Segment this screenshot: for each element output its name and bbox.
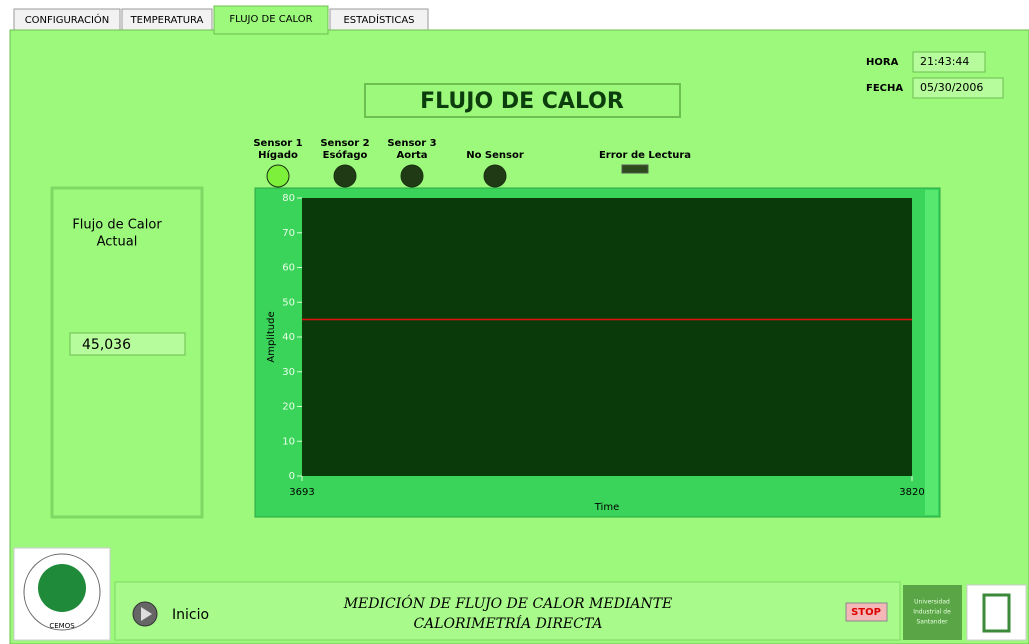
y-tick-label: 0 — [289, 471, 295, 482]
fecha: 05/30/2006 — [920, 81, 983, 94]
sensor-label: Sensor 3 — [387, 138, 436, 149]
y-tick-label: 80 — [282, 193, 295, 204]
sensor-led — [266, 164, 290, 188]
logo-text: CEMOS — [49, 622, 75, 630]
tab-label[interactable]: ESTADÍSTICAS — [343, 13, 414, 26]
hora-label: HORA — [866, 57, 899, 68]
hora: 21:43:44 — [920, 55, 969, 68]
tab[interactable] — [121, 8, 213, 34]
hora-box — [912, 51, 986, 73]
plot-area — [302, 198, 912, 476]
stop-label[interactable]: STOP — [851, 607, 881, 618]
title: FLUJO DE CALOR — [420, 89, 624, 114]
caption: MEDICIÓN DE FLUJO DE CALOR MEDIANTE — [343, 594, 673, 612]
tab-label[interactable]: FLUJO DE CALOR — [229, 14, 312, 25]
sensor-led — [483, 164, 507, 188]
sensor-label: Esófago — [323, 149, 368, 161]
error-led — [621, 164, 649, 174]
sensor-led — [333, 164, 357, 188]
x-axis-label: Time — [594, 502, 619, 513]
readout-label: Flujo de Calor — [72, 218, 162, 233]
uis-emblem-mark — [982, 593, 1011, 633]
sensor-label: Sensor 1 — [253, 138, 302, 149]
stop-button[interactable] — [845, 602, 888, 622]
tab-join — [215, 29, 327, 33]
uis-text: Santander — [916, 619, 948, 626]
title-box — [364, 83, 681, 118]
fecha-box — [912, 77, 1004, 99]
y-axis-label: Amplitude — [266, 311, 277, 362]
uis-text: Universidad — [914, 599, 950, 606]
y-tick-label: 60 — [282, 263, 295, 274]
readout-label: Actual — [97, 235, 138, 250]
tab[interactable] — [13, 8, 121, 34]
x-tick-label: 3693 — [289, 487, 314, 498]
sensor-label: Aorta — [396, 150, 427, 161]
tab-label[interactable]: TEMPERATURA — [130, 15, 204, 26]
logo-mark — [38, 564, 86, 612]
readout-box — [69, 332, 186, 356]
graph-edge — [925, 190, 938, 515]
y-tick-label: 70 — [282, 228, 295, 239]
start-label[interactable]: Inicio — [172, 607, 209, 623]
sensor-label: No Sensor — [466, 150, 524, 161]
caption: CALORIMETRÍA DIRECTA — [413, 614, 602, 632]
y-tick-label: 30 — [282, 367, 295, 378]
error-label: Error de Lectura — [599, 150, 691, 161]
tab-label[interactable]: CONFIGURACIÓN — [25, 13, 110, 26]
y-tick-label: 10 — [282, 436, 295, 447]
sensor-led — [400, 164, 424, 188]
sensor-label: Sensor 2 — [320, 138, 369, 149]
uis-logo — [903, 585, 962, 640]
readout-value: 45,036 — [82, 337, 131, 353]
sensor-label: Hígado — [258, 149, 298, 161]
x-tick-label: 3820 — [899, 487, 924, 498]
start-icon — [141, 607, 152, 621]
y-tick-label: 20 — [282, 402, 295, 413]
fecha-label: FECHA — [866, 83, 903, 94]
uis-text: Industrial de — [913, 609, 951, 616]
tab[interactable] — [329, 8, 429, 34]
y-tick-label: 50 — [282, 297, 295, 308]
footer-bar — [114, 581, 901, 641]
y-tick-label: 40 — [282, 332, 295, 343]
